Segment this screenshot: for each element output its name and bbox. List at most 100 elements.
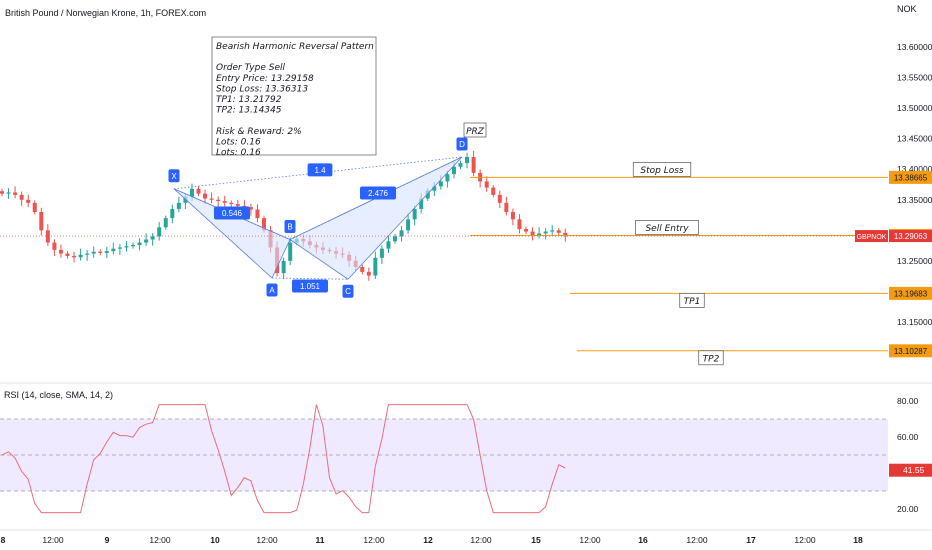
symbol-tag-text: GBPNOK xyxy=(857,234,887,241)
candle-body xyxy=(491,187,496,195)
price-tick-label: 13.60000 xyxy=(897,42,932,52)
candle-body xyxy=(183,196,188,203)
level-axis-tag xyxy=(889,344,932,358)
candle-body xyxy=(399,230,404,237)
prz-label-box[interactable] xyxy=(463,122,487,138)
price-tick-label: 13.50000 xyxy=(897,103,932,113)
info-box[interactable]: Bearish Harmonic Reversal Pattern Order T… xyxy=(211,36,377,158)
candle-body xyxy=(406,219,411,231)
time-tick-label: 12:00 xyxy=(149,535,171,545)
level-label-box[interactable] xyxy=(635,220,699,235)
rsi-line[interactable] xyxy=(1,404,566,514)
candle-body xyxy=(189,188,194,197)
ratio-badge-text: 1.051 xyxy=(300,282,321,291)
time-tick-label: 12:00 xyxy=(363,535,385,545)
candle-body xyxy=(72,256,77,258)
point-label-d[interactable] xyxy=(456,137,468,151)
current-price-tag xyxy=(889,230,932,243)
time-axis[interactable]: 8 12:00 9 12:00 10 12:00 11 12:00 12 12:00 15 12:00… xyxy=(1,535,863,545)
symbol-title: British Pound / Norwegian Krone, 1h, FOR… xyxy=(5,8,206,18)
candle-body xyxy=(131,245,135,247)
time-tick-label: 18 xyxy=(853,535,863,545)
level-axis-text: 13.19683 xyxy=(894,289,928,298)
candle-body xyxy=(379,248,384,258)
point-label-c[interactable] xyxy=(342,284,354,298)
time-tick-label: 12:00 xyxy=(470,535,492,545)
candle-body xyxy=(157,227,162,237)
rsi-pane[interactable]: 80.00 60.00 20.00 41.55 xyxy=(0,396,932,514)
time-tick-label: 12:00 xyxy=(686,535,708,545)
ratio-badge[interactable] xyxy=(307,163,333,177)
candle-body xyxy=(419,198,424,209)
candle-body xyxy=(19,194,24,200)
point-label-text: X xyxy=(171,172,177,181)
time-tick-label: 17 xyxy=(746,535,756,545)
level-label: Stop Loss xyxy=(640,166,684,176)
info-line: TP2: 13.14345 xyxy=(216,106,282,116)
rsi-tick-label: 20.00 xyxy=(897,504,919,514)
candle-body xyxy=(196,188,201,194)
rsi-title: RSI (14, close, SMA, 14, 2) xyxy=(4,390,113,400)
candle-body xyxy=(543,231,548,234)
level-label-box[interactable] xyxy=(632,162,692,177)
level-label-box[interactable] xyxy=(679,293,705,308)
candle-body xyxy=(45,230,50,243)
ratio-badge-text: 2.476 xyxy=(368,189,389,198)
point-label-x[interactable] xyxy=(168,169,180,183)
candle-body xyxy=(176,202,181,209)
current-price-text: 13.29063 xyxy=(894,232,928,241)
ratio-badge[interactable] xyxy=(360,186,396,200)
rsi-tick-label: 80.00 xyxy=(897,396,919,406)
candle-body xyxy=(235,204,240,206)
time-tick-label: 15 xyxy=(531,535,541,545)
candle-body xyxy=(556,230,561,233)
time-tick-label: 8 xyxy=(1,535,6,545)
point-label-a[interactable] xyxy=(266,283,278,297)
candle-body xyxy=(13,192,18,195)
point-label-text: C xyxy=(345,287,351,296)
candle-body xyxy=(360,267,365,272)
candle-body xyxy=(451,166,456,175)
candle-body xyxy=(104,251,109,253)
candle-body xyxy=(65,253,70,256)
candle-body xyxy=(497,194,502,203)
candle-body xyxy=(262,218,266,231)
point-label-text: D xyxy=(459,140,465,149)
candle-body xyxy=(484,181,489,188)
time-tick-label: 12:00 xyxy=(256,535,278,545)
candle-body xyxy=(39,212,44,231)
price-axis[interactable]: 13.60000 13.55000 13.50000 13.45000 13.40000… xyxy=(855,42,932,358)
candle-body xyxy=(530,231,535,236)
candle-body xyxy=(373,257,378,276)
candle-body xyxy=(393,236,397,242)
candle-body xyxy=(255,209,260,219)
time-tick-label: 9 xyxy=(105,535,110,545)
candle-body xyxy=(117,247,122,249)
candle-body xyxy=(386,241,391,249)
candle-body xyxy=(465,157,470,164)
level-axis-text: 13.10287 xyxy=(894,347,928,356)
info-box-border xyxy=(211,36,377,156)
ratio-line-ac xyxy=(271,277,349,280)
point-label-b[interactable] xyxy=(284,220,296,233)
candle-body xyxy=(203,193,208,199)
candle-body xyxy=(85,253,90,255)
candle-body xyxy=(438,181,443,187)
price-tick-label: 13.15000 xyxy=(897,317,932,327)
info-line: Bearish Harmonic Reversal Pattern xyxy=(216,42,374,52)
ratio-badge-text: 0.546 xyxy=(222,209,243,218)
ratio-badge[interactable] xyxy=(214,206,250,220)
ratio-badge[interactable] xyxy=(292,279,328,293)
candle-body xyxy=(471,157,476,173)
candle-body xyxy=(222,201,227,203)
candle-body xyxy=(216,199,221,201)
level-label-box[interactable] xyxy=(698,350,724,366)
price-tick-label: 13.55000 xyxy=(897,73,932,83)
candle-body xyxy=(229,202,234,205)
time-tick-label: 12:00 xyxy=(579,535,601,545)
time-tick-label: 16 xyxy=(638,535,648,545)
candle-body xyxy=(504,202,509,212)
level-label: TP1 xyxy=(684,297,701,307)
